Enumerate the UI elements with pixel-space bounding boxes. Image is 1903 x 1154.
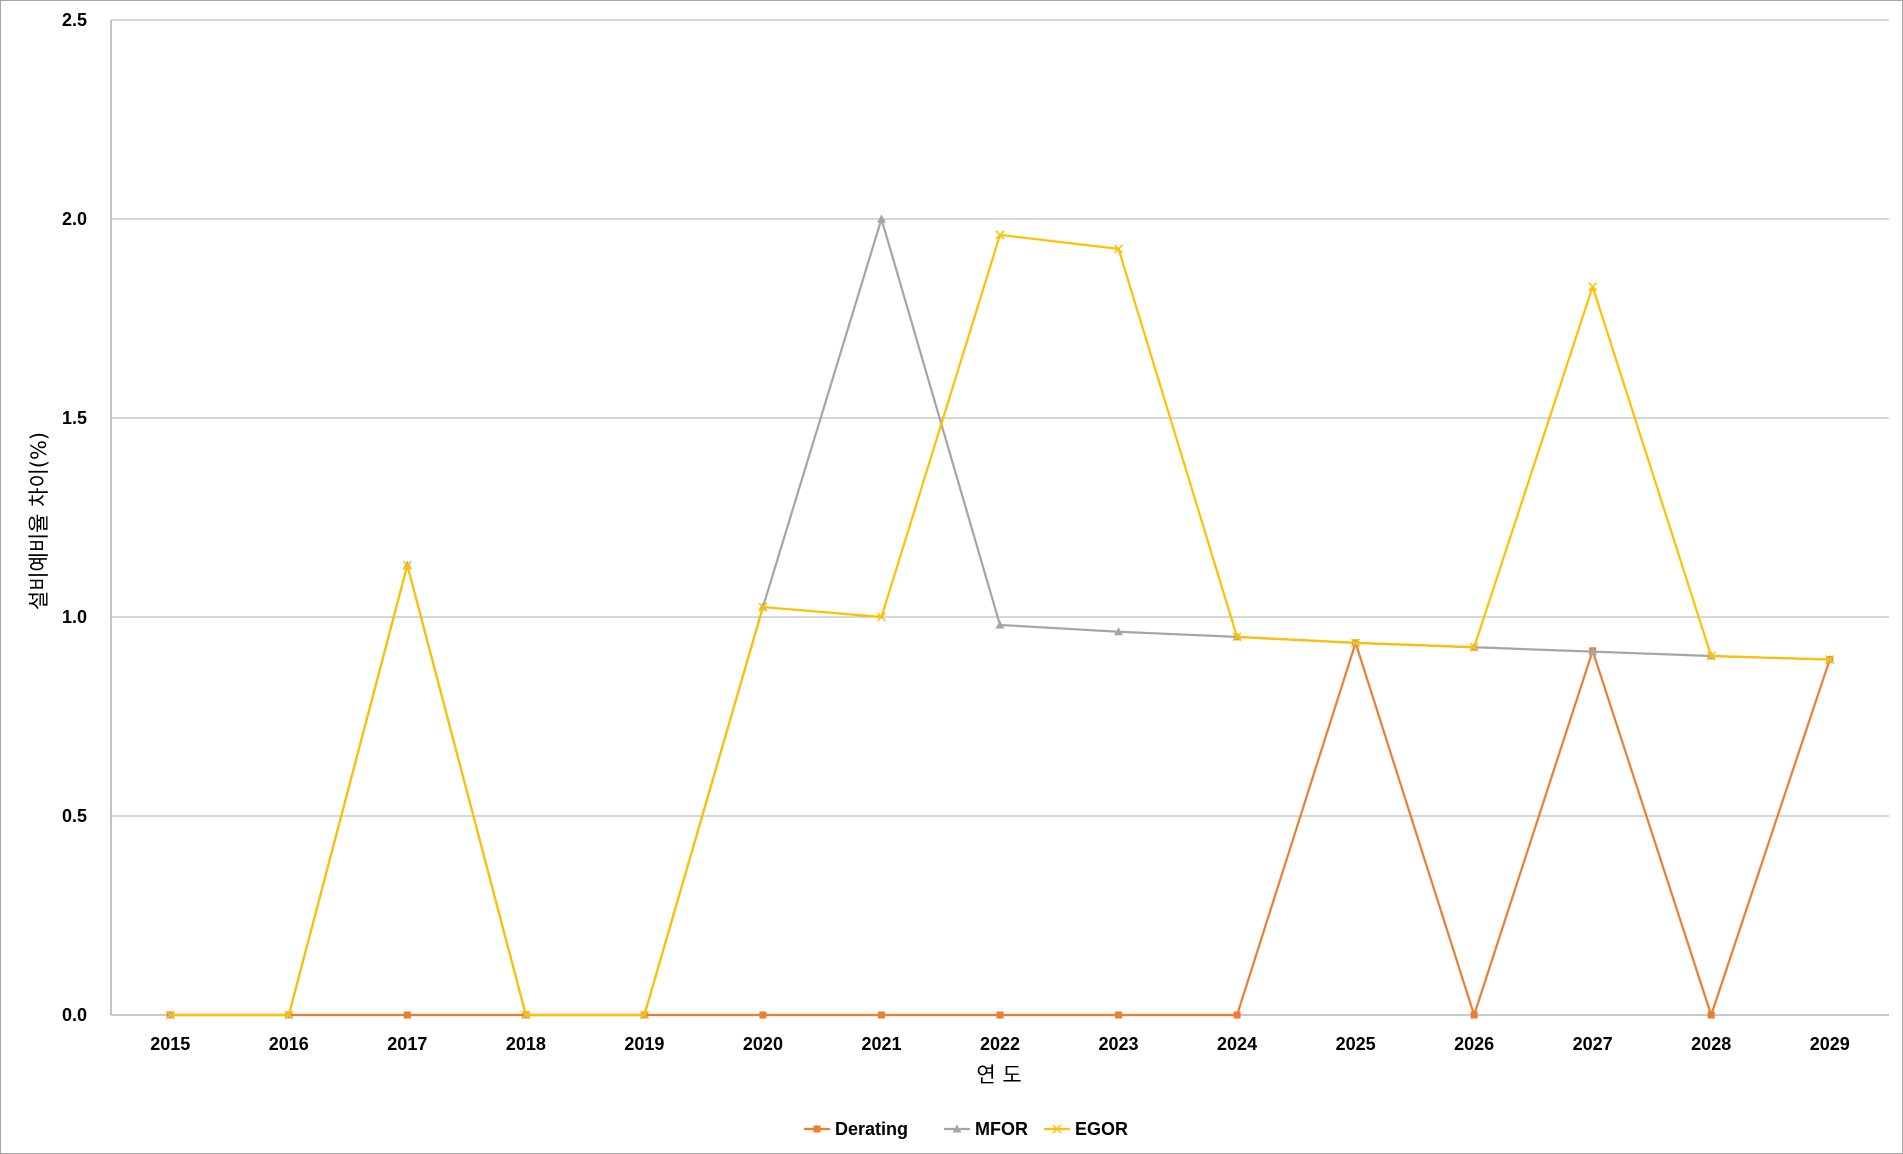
legend-marker-derating: [813, 1125, 821, 1133]
x-tick-label-2028: 2028: [1691, 1034, 1731, 1054]
x-tick-label-2023: 2023: [1099, 1034, 1139, 1054]
point-derating-2020: [759, 1011, 767, 1019]
x-tick-label-2020: 2020: [743, 1034, 783, 1054]
point-egor-2026: [1469, 642, 1479, 652]
point-derating-2022: [996, 1011, 1004, 1019]
y-tick-label-1: 0.5: [62, 806, 87, 826]
point-egor-2021: [876, 612, 886, 622]
legend-label-derating: Derating: [835, 1119, 908, 1139]
x-tick-label-2027: 2027: [1573, 1034, 1613, 1054]
point-derating-2024: [1233, 1011, 1241, 1019]
point-egor-2029: [1825, 655, 1835, 665]
x-tick-label-2018: 2018: [506, 1034, 546, 1054]
point-mfor-2027: [1588, 647, 1598, 656]
axes: [110, 20, 1889, 1016]
tick-labels: 0.0 0.5 1.0 1.5 2.0 2.5 2015 2016 2017 2018 2019 20…: [62, 10, 1850, 1054]
point-derating-2026: [1470, 1011, 1478, 1019]
x-tick-label-2016: 2016: [269, 1034, 309, 1054]
point-derating-2021: [877, 1011, 885, 1019]
point-egor-2017: [402, 560, 412, 570]
point-mfor-2022: [995, 620, 1005, 629]
y-tick-label-4: 2.0: [62, 209, 87, 229]
legend-marker-mfor: [952, 1124, 962, 1133]
x-tick-label-2022: 2022: [980, 1034, 1020, 1054]
x-tick-label-2019: 2019: [624, 1034, 664, 1054]
gridlines: [111, 19, 1889, 817]
legend: Derating MFOR EGOR: [804, 1119, 1128, 1139]
x-axis-title: 연 도: [976, 1063, 1021, 1087]
point-egor-2023: [1113, 244, 1124, 254]
x-tick-label-2015: 2015: [150, 1034, 190, 1054]
y-tick-label-2: 1.0: [62, 607, 87, 627]
legend-item-mfor: MFOR: [944, 1119, 1028, 1139]
x-tick-label-2026: 2026: [1454, 1034, 1494, 1054]
point-derating-2017: [403, 1011, 411, 1019]
series-egor: [165, 230, 1835, 1020]
point-egor-2018: [521, 1010, 531, 1020]
legend-item-egor: EGOR: [1044, 1119, 1128, 1139]
point-egor-2025: [1351, 638, 1361, 648]
series-line-derating: [170, 641, 1831, 1017]
legend-label-egor: EGOR: [1075, 1119, 1128, 1139]
series-derating: [166, 639, 1834, 1019]
x-tick-label-2029: 2029: [1810, 1034, 1850, 1054]
point-egor-2016: [284, 1010, 294, 1020]
series-lines: [165, 214, 1835, 1020]
point-egor-2027: [1588, 282, 1598, 292]
y-axis-title: 설비예비율 차이(%): [27, 432, 51, 610]
point-mfor-2021: [876, 214, 886, 223]
legend-marker-egor: [1052, 1124, 1062, 1134]
point-egor-2024: [1232, 632, 1242, 642]
x-tick-label-2017: 2017: [387, 1034, 427, 1054]
y-tick-label-3: 1.5: [62, 408, 87, 428]
y-tick-label-5: 2.5: [62, 10, 87, 30]
point-egor-2022: [995, 230, 1005, 240]
legend-label-mfor: MFOR: [975, 1119, 1028, 1139]
legend-item-derating: Derating: [804, 1119, 908, 1139]
point-egor-2020: [758, 602, 768, 612]
point-egor-2015: [165, 1010, 175, 1020]
point-mfor-2023: [1114, 627, 1124, 636]
y-tick-label-0: 0.0: [62, 1005, 87, 1025]
x-tick-label-2025: 2025: [1336, 1034, 1376, 1054]
x-tick-label-2024: 2024: [1217, 1034, 1257, 1054]
point-derating-2028: [1707, 1011, 1715, 1019]
point-derating-2023: [1115, 1011, 1123, 1019]
x-tick-label-2021: 2021: [861, 1034, 901, 1054]
point-egor-2028: [1706, 651, 1716, 661]
point-egor-2019: [639, 1010, 649, 1020]
